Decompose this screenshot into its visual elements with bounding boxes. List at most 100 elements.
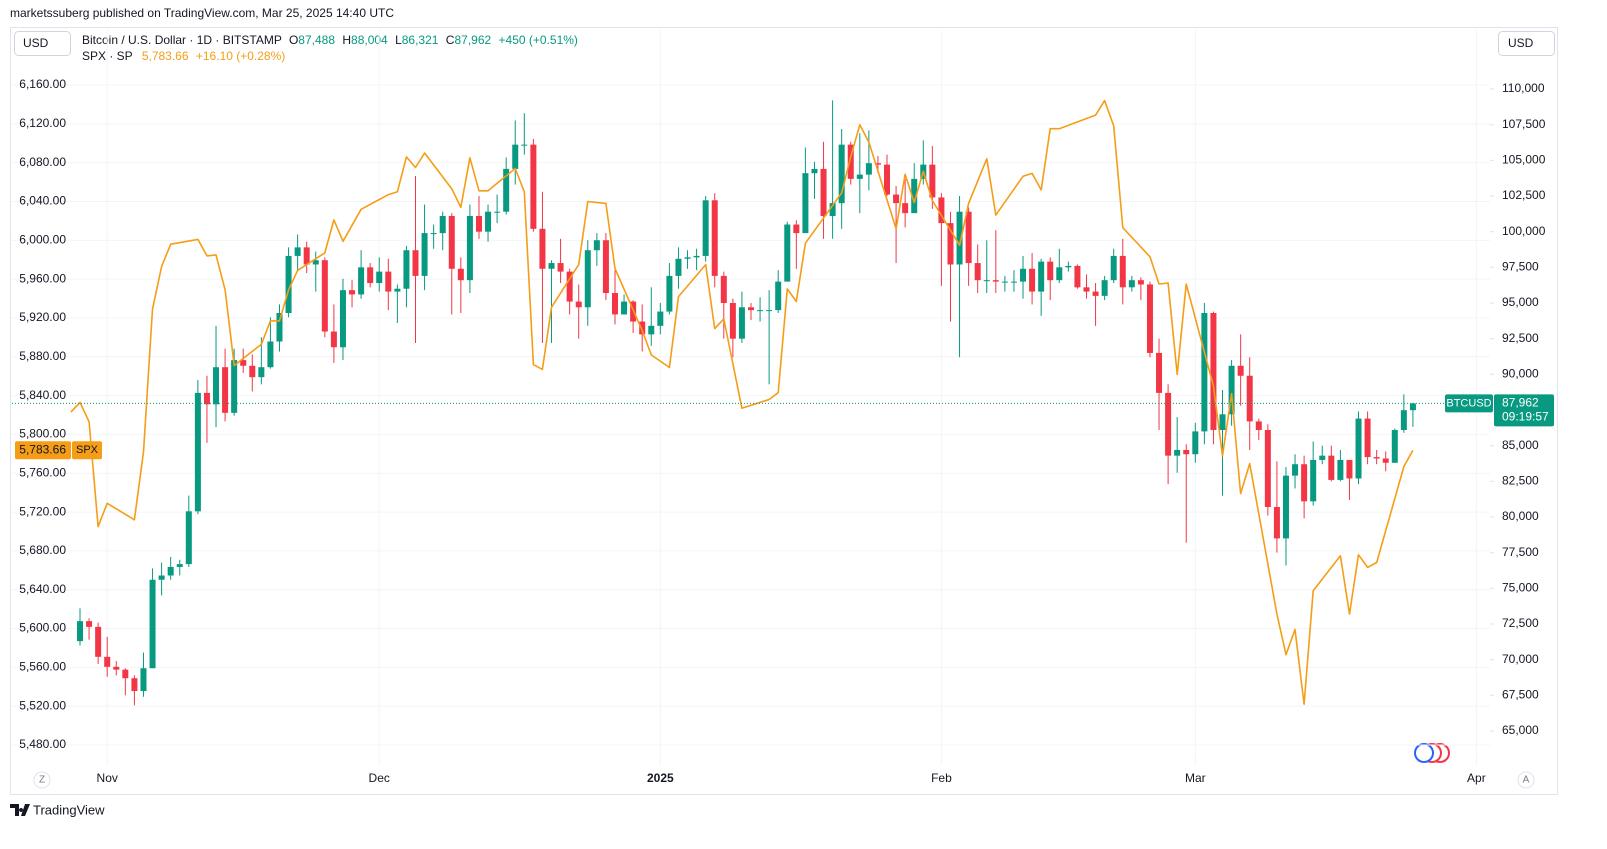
candle-body [1210,312,1217,430]
candle-body [203,392,210,405]
usd-button[interactable] [14,31,71,56]
y-tick-label: 6,000.00 [19,233,66,247]
candle-body [775,281,782,311]
candle-body [1228,365,1235,415]
y2-tick-label: 90,000 [1502,367,1539,381]
y2-tick-label: 77,500 [1502,545,1539,559]
candle-body [802,173,809,234]
event-icons[interactable] [1414,743,1450,763]
candle-body [902,203,909,214]
candle-body [1301,464,1308,502]
candle-body [1029,268,1036,292]
candle-body [167,566,174,576]
candle-body [385,271,392,292]
y-tick-label: 6,040.00 [19,194,66,208]
candle-body [86,621,93,627]
candle-body [1246,375,1253,422]
candle-body [1292,464,1299,476]
candle-body [1310,459,1317,502]
candle-body [983,280,990,282]
usd-left[interactable]: USD [14,31,71,56]
candle-body [512,144,519,169]
candle-body [1400,410,1407,430]
candle-body [548,263,555,269]
candle-body [766,310,773,312]
candle-body [784,224,791,282]
auto-label[interactable]: A [1523,775,1530,786]
candle-body [339,290,346,348]
spx-name: SPX [76,444,99,456]
y-tick-label: 5,960.00 [19,271,66,285]
candle-body [122,669,129,679]
btc-name: BTCUSD [1446,397,1491,409]
h-value: 88,004 [351,33,388,47]
candle-body [720,275,727,304]
candle-body [1020,268,1027,282]
brand[interactable]: TradingView [10,802,105,817]
candle-body [1083,287,1090,292]
brand-name[interactable]: TradingView [33,802,105,817]
candle-body [303,247,310,265]
usd-button[interactable] [1498,31,1555,56]
candle-body [1201,312,1208,432]
candle-body [611,293,618,315]
candle-body [1273,507,1280,539]
candle-body [1364,418,1371,458]
candle-body [838,144,845,204]
brand-logo[interactable] [10,804,30,816]
candle-body [1219,414,1226,430]
candle-body [557,263,564,272]
candle-body [1047,261,1054,281]
candle-body [104,656,111,667]
spx-change: +16.10 (+0.28%) [196,49,285,63]
candle-body [421,233,428,276]
candle-body [439,215,446,234]
candle-body [258,367,265,378]
candle-body [929,164,936,198]
usd-right[interactable]: USD [1498,31,1555,56]
btc-countdown: 09:19:57 [1502,410,1549,424]
spx-name-tag [72,441,102,460]
candle-body [684,257,691,259]
usd-label[interactable]: USD [23,36,49,50]
auto-button[interactable] [1517,771,1535,789]
candle-body [1092,291,1099,296]
candle-body [992,280,999,282]
y-tick-label: 5,760.00 [19,465,66,479]
candle-body [729,303,736,339]
l-value: 86,321 [402,33,439,47]
candle-body [757,310,764,312]
candle-body [793,224,800,234]
y-tick-label: 5,480.00 [19,737,66,751]
usd-label[interactable]: USD [1508,36,1534,50]
candle-body [312,260,319,265]
o-value: 87,488 [298,33,335,47]
candle-body [1065,265,1072,268]
candle-body [185,511,192,565]
candle-body [149,579,156,669]
candle-body [702,200,709,256]
spx-legend: SPX · SP 5,783.66 +16.10 (+0.28%) [82,49,285,63]
y-tick-label: 5,640.00 [19,582,66,596]
candle-body [539,228,546,269]
candle-body [77,621,84,642]
y-tick-label: 5,560.00 [19,660,66,674]
candle-body [412,250,419,276]
zoom-label[interactable]: Z [39,775,45,786]
zoom-button[interactable] [33,771,51,789]
candle-body [666,275,673,312]
candle-body [621,301,628,315]
candle-body [856,174,863,179]
candle-body [1183,449,1190,455]
event-icon[interactable] [1414,743,1434,763]
spx-line [70,99,1414,705]
y2-tick-label: 70,000 [1502,652,1539,666]
candle-body [430,233,437,235]
candle-body [475,215,482,232]
candle-body [1119,255,1126,288]
btc-price-tag [1494,394,1554,427]
candle-body [1192,431,1199,455]
candle-body [675,258,682,276]
candle-body [820,168,827,216]
y-tick-label: 5,600.00 [19,621,66,635]
